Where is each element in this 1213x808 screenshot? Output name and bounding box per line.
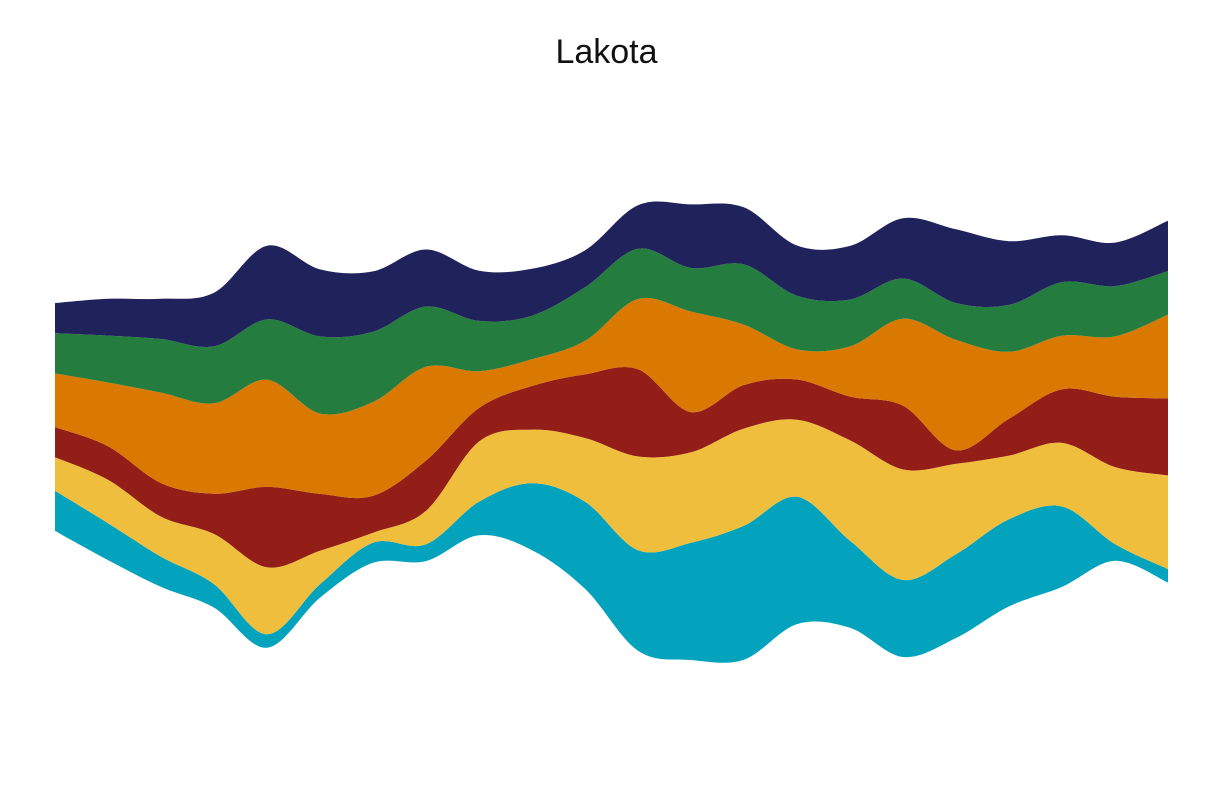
stream-layer-6 — [55, 201, 1168, 348]
stream-layer-5 — [55, 248, 1168, 415]
stream-layer-4 — [55, 297, 1168, 499]
stream-layers — [55, 201, 1168, 663]
stream-layer-3 — [55, 367, 1168, 568]
chart-title: Lakota — [555, 33, 658, 71]
stream-layer-1 — [55, 483, 1168, 663]
stream-layer-2 — [55, 419, 1168, 635]
